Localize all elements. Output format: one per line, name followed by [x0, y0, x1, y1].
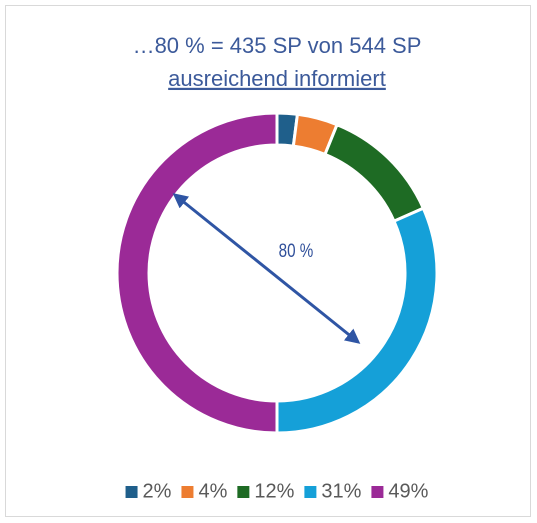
- slice: [115, 111, 279, 435]
- legend-label: 49%: [388, 480, 428, 502]
- legend-swatch: [181, 486, 194, 498]
- legend-swatch: [237, 486, 250, 498]
- arrow: [172, 193, 361, 344]
- annotation: 80 %: [279, 239, 314, 261]
- legend-label: 4%: [198, 480, 227, 502]
- donut: [115, 111, 439, 435]
- legend-swatch: [371, 486, 384, 498]
- legend-label: 2%: [143, 480, 172, 502]
- legend-label: 31%: [321, 480, 361, 502]
- title-line: …80 % = 435 SP von 544 SP: [133, 33, 422, 58]
- title-line: ausreichend informiert: [168, 66, 386, 91]
- legend-swatch: [125, 486, 138, 498]
- legend-label: 12%: [254, 480, 294, 502]
- legend: 2% 4% 12% 31% 49%: [125, 480, 429, 502]
- legend-swatch: [304, 486, 317, 498]
